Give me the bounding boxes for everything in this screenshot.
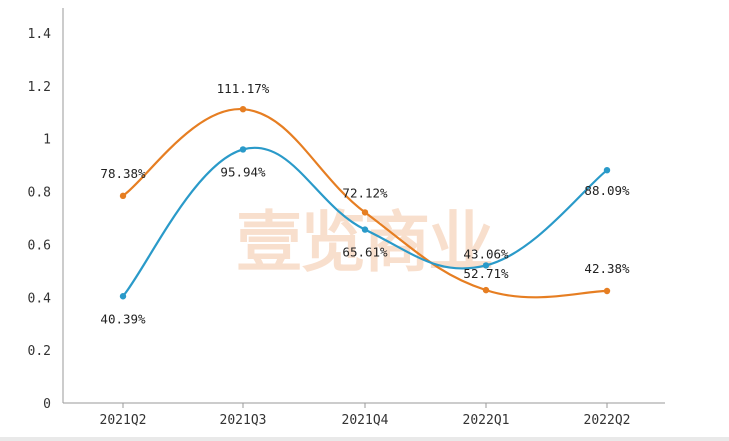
y-tick-label: 0.8 bbox=[28, 186, 51, 201]
data-labels: 78.38% 111.17% 72.12% 52.71% 42.38% 40.39% 95.… bbox=[100, 81, 630, 326]
data-point bbox=[603, 287, 611, 295]
data-label: 88.09% bbox=[584, 183, 630, 198]
x-tick-label: 2021Q3 bbox=[220, 413, 267, 428]
y-tick-label: 1.2 bbox=[28, 80, 51, 95]
y-tick-label: 0 bbox=[43, 397, 51, 412]
data-point bbox=[361, 226, 369, 233]
data-label: 40.39% bbox=[100, 311, 146, 326]
y-axis-ticks: 0 0.2 0.4 0.6 0.8 1 1.2 1.4 bbox=[28, 27, 52, 412]
y-tick-label: 1.4 bbox=[28, 27, 52, 42]
data-label: 111.17% bbox=[217, 81, 270, 96]
y-tick-label: 0.4 bbox=[28, 291, 52, 306]
data-point bbox=[239, 105, 247, 113]
bottom-strip bbox=[0, 437, 729, 441]
data-point bbox=[482, 286, 490, 294]
x-tick-label: 2021Q2 bbox=[100, 413, 147, 428]
data-point bbox=[482, 262, 490, 269]
y-tick-label: 1 bbox=[43, 133, 51, 148]
data-point bbox=[361, 209, 369, 216]
data-point bbox=[119, 293, 127, 300]
data-label: 72.12% bbox=[342, 185, 388, 200]
data-label: 65.61% bbox=[342, 245, 388, 260]
x-tick-label: 2021Q4 bbox=[342, 413, 389, 428]
data-point bbox=[603, 166, 611, 174]
y-tick-label: 0.2 bbox=[28, 344, 51, 359]
x-axis-ticks: 2021Q2 2021Q3 2021Q4 2022Q1 2022Q2 bbox=[100, 403, 631, 428]
data-point bbox=[119, 192, 127, 200]
data-label: 52.71% bbox=[463, 266, 509, 281]
series-layer bbox=[119, 105, 611, 300]
data-point bbox=[239, 146, 247, 153]
data-label: 78.38% bbox=[100, 166, 146, 181]
data-label: 42.38% bbox=[584, 261, 630, 276]
data-label: 43.06% bbox=[463, 246, 509, 261]
watermark: 壹览商业 bbox=[236, 204, 492, 281]
data-label: 95.94% bbox=[220, 164, 266, 179]
y-tick-label: 0.6 bbox=[28, 238, 51, 253]
x-tick-label: 2022Q1 bbox=[463, 413, 510, 428]
series-line-1 bbox=[122, 146, 608, 297]
x-tick-label: 2022Q2 bbox=[584, 413, 631, 428]
